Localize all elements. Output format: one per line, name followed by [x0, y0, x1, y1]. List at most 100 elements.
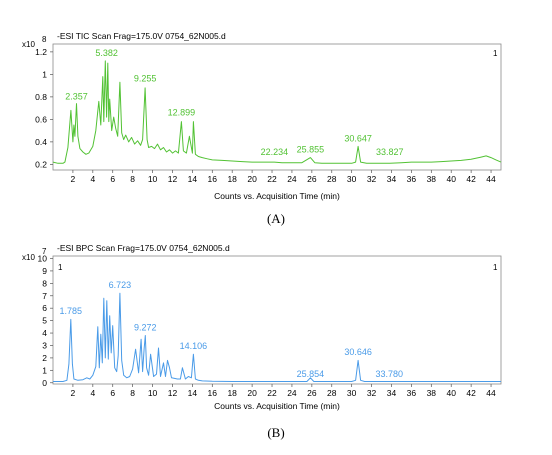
panel-b-x-tick-label: 28 [327, 388, 337, 398]
panel-b-series [53, 292, 501, 382]
panel-b-peak-label: 25.854 [297, 369, 325, 379]
panel-b-y-tick-label: 9 [42, 266, 47, 276]
panel-a-y-tick-label: 1.2 [35, 47, 47, 57]
panel-b-peak-label: 30.646 [344, 347, 372, 357]
panel-b-x-tick-label: 12 [168, 388, 178, 398]
panel-a-plot-frame [52, 43, 502, 171]
panel-b-x-tick-label: 38 [427, 388, 437, 398]
panel-b-x-tick-label: 24 [287, 388, 297, 398]
panel-a-x-tick-label: 32 [367, 174, 377, 184]
panel-a-peak-label: 9.255 [134, 74, 157, 84]
panel-b-axes: 2 4 6 8 10 12 14 16 18 20 22 24 26 28 30 32 34 36 38 40 42 44… [38, 253, 497, 398]
panel-b-y-tick-label: 7 [42, 291, 47, 301]
panel-a-y-tick-label: 0.6 [35, 114, 47, 124]
panel-b-y-exponent: 7 [42, 247, 47, 256]
panel-a-peak-labels: 2.357 5.382 9.255 12.899 22.234 25.855 30.647 3… [65, 48, 403, 157]
panel-a-y-tick-label: 0.2 [35, 159, 47, 169]
panel-a-x-tick-label: 28 [327, 174, 337, 184]
panel-a-x-tick-label: 16 [208, 174, 218, 184]
panel-b-x-tick-label: 34 [387, 388, 397, 398]
panel-a-title: -ESI TIC Scan Frag=175.0V 0754_62N005.d [57, 31, 226, 41]
panel-a-x-tick-label: 10 [148, 174, 158, 184]
panel-a-peak-label: 30.647 [344, 133, 372, 143]
panel-b-peak-label: 9.272 [134, 322, 157, 332]
panel-b-peak-label: 14.106 [180, 341, 208, 351]
panel-b-corner-label: 1 [493, 263, 498, 272]
panel-a-x-tick-label: 20 [247, 174, 257, 184]
panel-a-y-tick-label: 0.4 [35, 137, 47, 147]
panel-b-y-tick-label: 1 [42, 365, 47, 375]
panel-a-x-tick-label: 24 [287, 174, 297, 184]
panel-a-peak-label: 25.855 [297, 145, 325, 155]
panel-b-x-tick-label: 14 [188, 388, 198, 398]
panel-a-y-exponent: 8 [42, 35, 47, 44]
panel-a-y-tick-label: 0.8 [35, 92, 47, 102]
panel-a-x-tick-label: 6 [110, 174, 115, 184]
panel-b-x-tick-label: 20 [247, 388, 257, 398]
panel-a-x-axis-label: Counts vs. Acquisition Time (min) [214, 191, 340, 201]
panel-b-x-tick-label: 36 [407, 388, 417, 398]
panel-a-x-tick-label: 36 [407, 174, 417, 184]
panel-b-x-tick-label: 22 [267, 388, 277, 398]
panel-a-x-tick-label: 30 [347, 174, 357, 184]
panel-a-chart: x10 8 -ESI TIC Scan Frag=175.0V 0754_62N… [22, 31, 502, 226]
panel-b-x-tick-label: 44 [486, 388, 496, 398]
panel-b-x-tick-label: 8 [130, 388, 135, 398]
panel-b-y-tick-label: 4 [42, 328, 47, 338]
panel-b-x-tick-label: 30 [347, 388, 357, 398]
panel-b-y-tick-label: 3 [42, 340, 47, 350]
panel-b-x-tick-label: 42 [466, 388, 476, 398]
panel-b-y-tick-label: 6 [42, 303, 47, 313]
panel-a-y-multiplier: x10 [22, 40, 35, 49]
panel-b-peak-label: 6.723 [109, 280, 132, 290]
panel-b-x-tick-label: 26 [307, 388, 317, 398]
panel-a-x-tick-label: 12 [168, 174, 178, 184]
panel-a-series-line [52, 60, 502, 164]
panel-b-x-tick-label: 6 [110, 388, 115, 398]
panel-b-y-tick-label: 8 [42, 278, 47, 288]
panel-a-axes: 2 4 6 8 10 12 14 16 18 20 22 24 26 28 30 32 34 36 38 40 42 44… [35, 47, 496, 184]
panel-b-x-tick-label: 10 [148, 388, 158, 398]
panel-b-x-tick-label: 4 [90, 388, 95, 398]
panel-b-corner-label-left: 1 [58, 263, 63, 272]
panel-b-x-tick-label: 40 [446, 388, 456, 398]
panel-b-y-tick-label: 0 [42, 378, 47, 388]
panel-b-peak-label: 1.785 [60, 306, 83, 316]
panel-a-x-tick-label: 8 [130, 174, 135, 184]
panel-a-x-tick-label: 34 [387, 174, 397, 184]
panel-b-y-multiplier: x10 [22, 253, 35, 262]
panel-a-y-tick-label: 1 [42, 69, 47, 79]
panel-b-x-tick-label: 18 [227, 388, 237, 398]
panel-a-peak-label: 5.382 [95, 48, 118, 58]
panel-b-title: -ESI BPC Scan Frag=175.0V 0754_62N005.d [57, 243, 230, 253]
panel-a-x-tick-label: 42 [466, 174, 476, 184]
panel-b-chart: x10 7 -ESI BPC Scan Frag=175.0V 0754_62N… [22, 243, 502, 440]
panel-b-y-tick-label: 10 [38, 253, 48, 263]
panel-b-x-tick-label: 32 [367, 388, 377, 398]
panel-a-x-tick-label: 38 [427, 174, 437, 184]
panel-a-corner-label: 1 [493, 49, 498, 58]
panel-a-x-tick-label: 2 [71, 174, 76, 184]
panel-b-caption: (B) [267, 425, 284, 440]
panel-b-x-axis-label: Counts vs. Acquisition Time (min) [214, 401, 340, 411]
panel-a-x-tick-label: 40 [446, 174, 456, 184]
panel-a-peak-label: 22.234 [261, 147, 289, 157]
panel-a-peak-label: 2.357 [65, 92, 88, 102]
panel-b-plot-frame [52, 255, 502, 385]
panel-b-peak-label: 33.780 [376, 369, 404, 379]
panel-a-peak-label: 33.827 [376, 147, 404, 157]
panel-a-x-tick-label: 18 [227, 174, 237, 184]
panel-a-peak-label: 12.899 [168, 107, 196, 117]
panel-a-x-tick-label: 26 [307, 174, 317, 184]
panel-b-series-line [53, 292, 501, 382]
panel-b-x-tick-label: 16 [208, 388, 218, 398]
panel-b-y-tick-label: 5 [42, 316, 47, 326]
panel-a-caption: (A) [267, 211, 285, 226]
panel-b-y-tick-label: 2 [42, 353, 47, 363]
panel-a-x-tick-label: 22 [267, 174, 277, 184]
panel-a-x-tick-label: 44 [486, 174, 496, 184]
panel-b-peak-labels: 1.785 6.723 9.272 14.106 25.854 30.646 33.780 [60, 280, 404, 379]
panel-b-x-tick-label: 2 [71, 388, 76, 398]
panel-a-x-tick-label: 14 [188, 174, 198, 184]
